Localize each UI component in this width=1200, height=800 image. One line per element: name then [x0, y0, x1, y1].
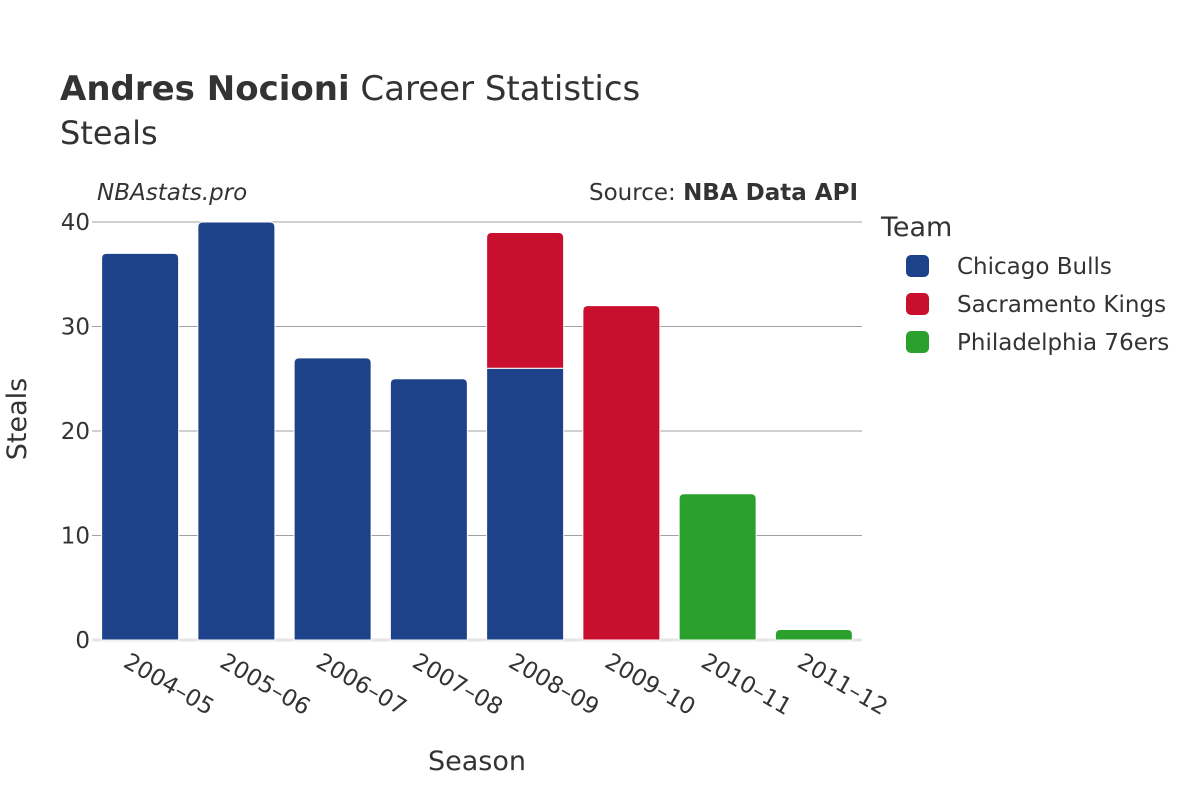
y-tick-label: 0	[75, 628, 90, 654]
bar-chicago-bulls	[197, 221, 276, 641]
source-text: Source: NBA Data API	[589, 180, 858, 206]
y-axis-ticks: 0 10 20 30 40	[61, 210, 90, 654]
x-axis-ticks: 2004–052005–062006–072007–082008–092009–…	[119, 649, 892, 721]
chart-title-rest: Career Statistics	[350, 69, 641, 109]
bar-chicago-bulls	[389, 378, 468, 641]
watermark-text: NBAstats.pro	[97, 180, 247, 206]
legend-swatch	[906, 255, 929, 277]
source-name: NBA Data API	[683, 180, 858, 206]
x-axis-title: Season	[428, 746, 526, 777]
source-prefix: Source:	[589, 180, 683, 206]
legend: Team Chicago Bulls Sacramento Kings Philad…	[880, 212, 1169, 356]
bar-sacramento-kings	[486, 231, 565, 369]
legend-label: Chicago Bulls	[957, 254, 1112, 280]
legend-swatch	[906, 331, 929, 353]
x-tick-label: 2008–09	[504, 649, 603, 721]
x-tick-label: 2010–11	[697, 649, 796, 721]
x-tick-label: 2005–06	[215, 649, 314, 721]
y-tick-label: 30	[61, 315, 90, 341]
bars	[101, 221, 853, 641]
chart-title-player: Andres Nocioni	[60, 69, 350, 109]
chart-title: Andres Nocioni Career Statistics	[60, 69, 640, 109]
x-tick-label: 2009–10	[600, 649, 699, 721]
y-tick-label: 10	[61, 524, 90, 550]
x-tick-label: 2011–12	[793, 649, 892, 721]
legend-title: Team	[880, 212, 952, 243]
x-tick-label: 2007–08	[408, 649, 507, 721]
y-tick-label: 40	[61, 210, 90, 236]
y-axis-title: Steals	[2, 378, 33, 460]
y-tick-label: 20	[61, 419, 90, 445]
legend-swatch	[906, 293, 929, 315]
bar-chicago-bulls	[101, 252, 180, 641]
bar-sacramento-kings	[582, 305, 661, 641]
x-tick-label: 2004–05	[119, 649, 218, 721]
legend-items: Chicago Bulls Sacramento Kings Philadelphi…	[906, 254, 1169, 356]
bar-chicago-bulls	[486, 367, 565, 641]
legend-label: Sacramento Kings	[957, 292, 1166, 318]
legend-label: Philadelphia 76ers	[957, 330, 1169, 356]
x-tick-label: 2006–07	[312, 649, 411, 721]
chart-subtitle: Steals	[60, 114, 158, 152]
bar-chicago-bulls	[293, 357, 372, 641]
bar-philadelphia-76ers	[774, 629, 853, 641]
bar-philadelphia-76ers	[678, 493, 757, 641]
